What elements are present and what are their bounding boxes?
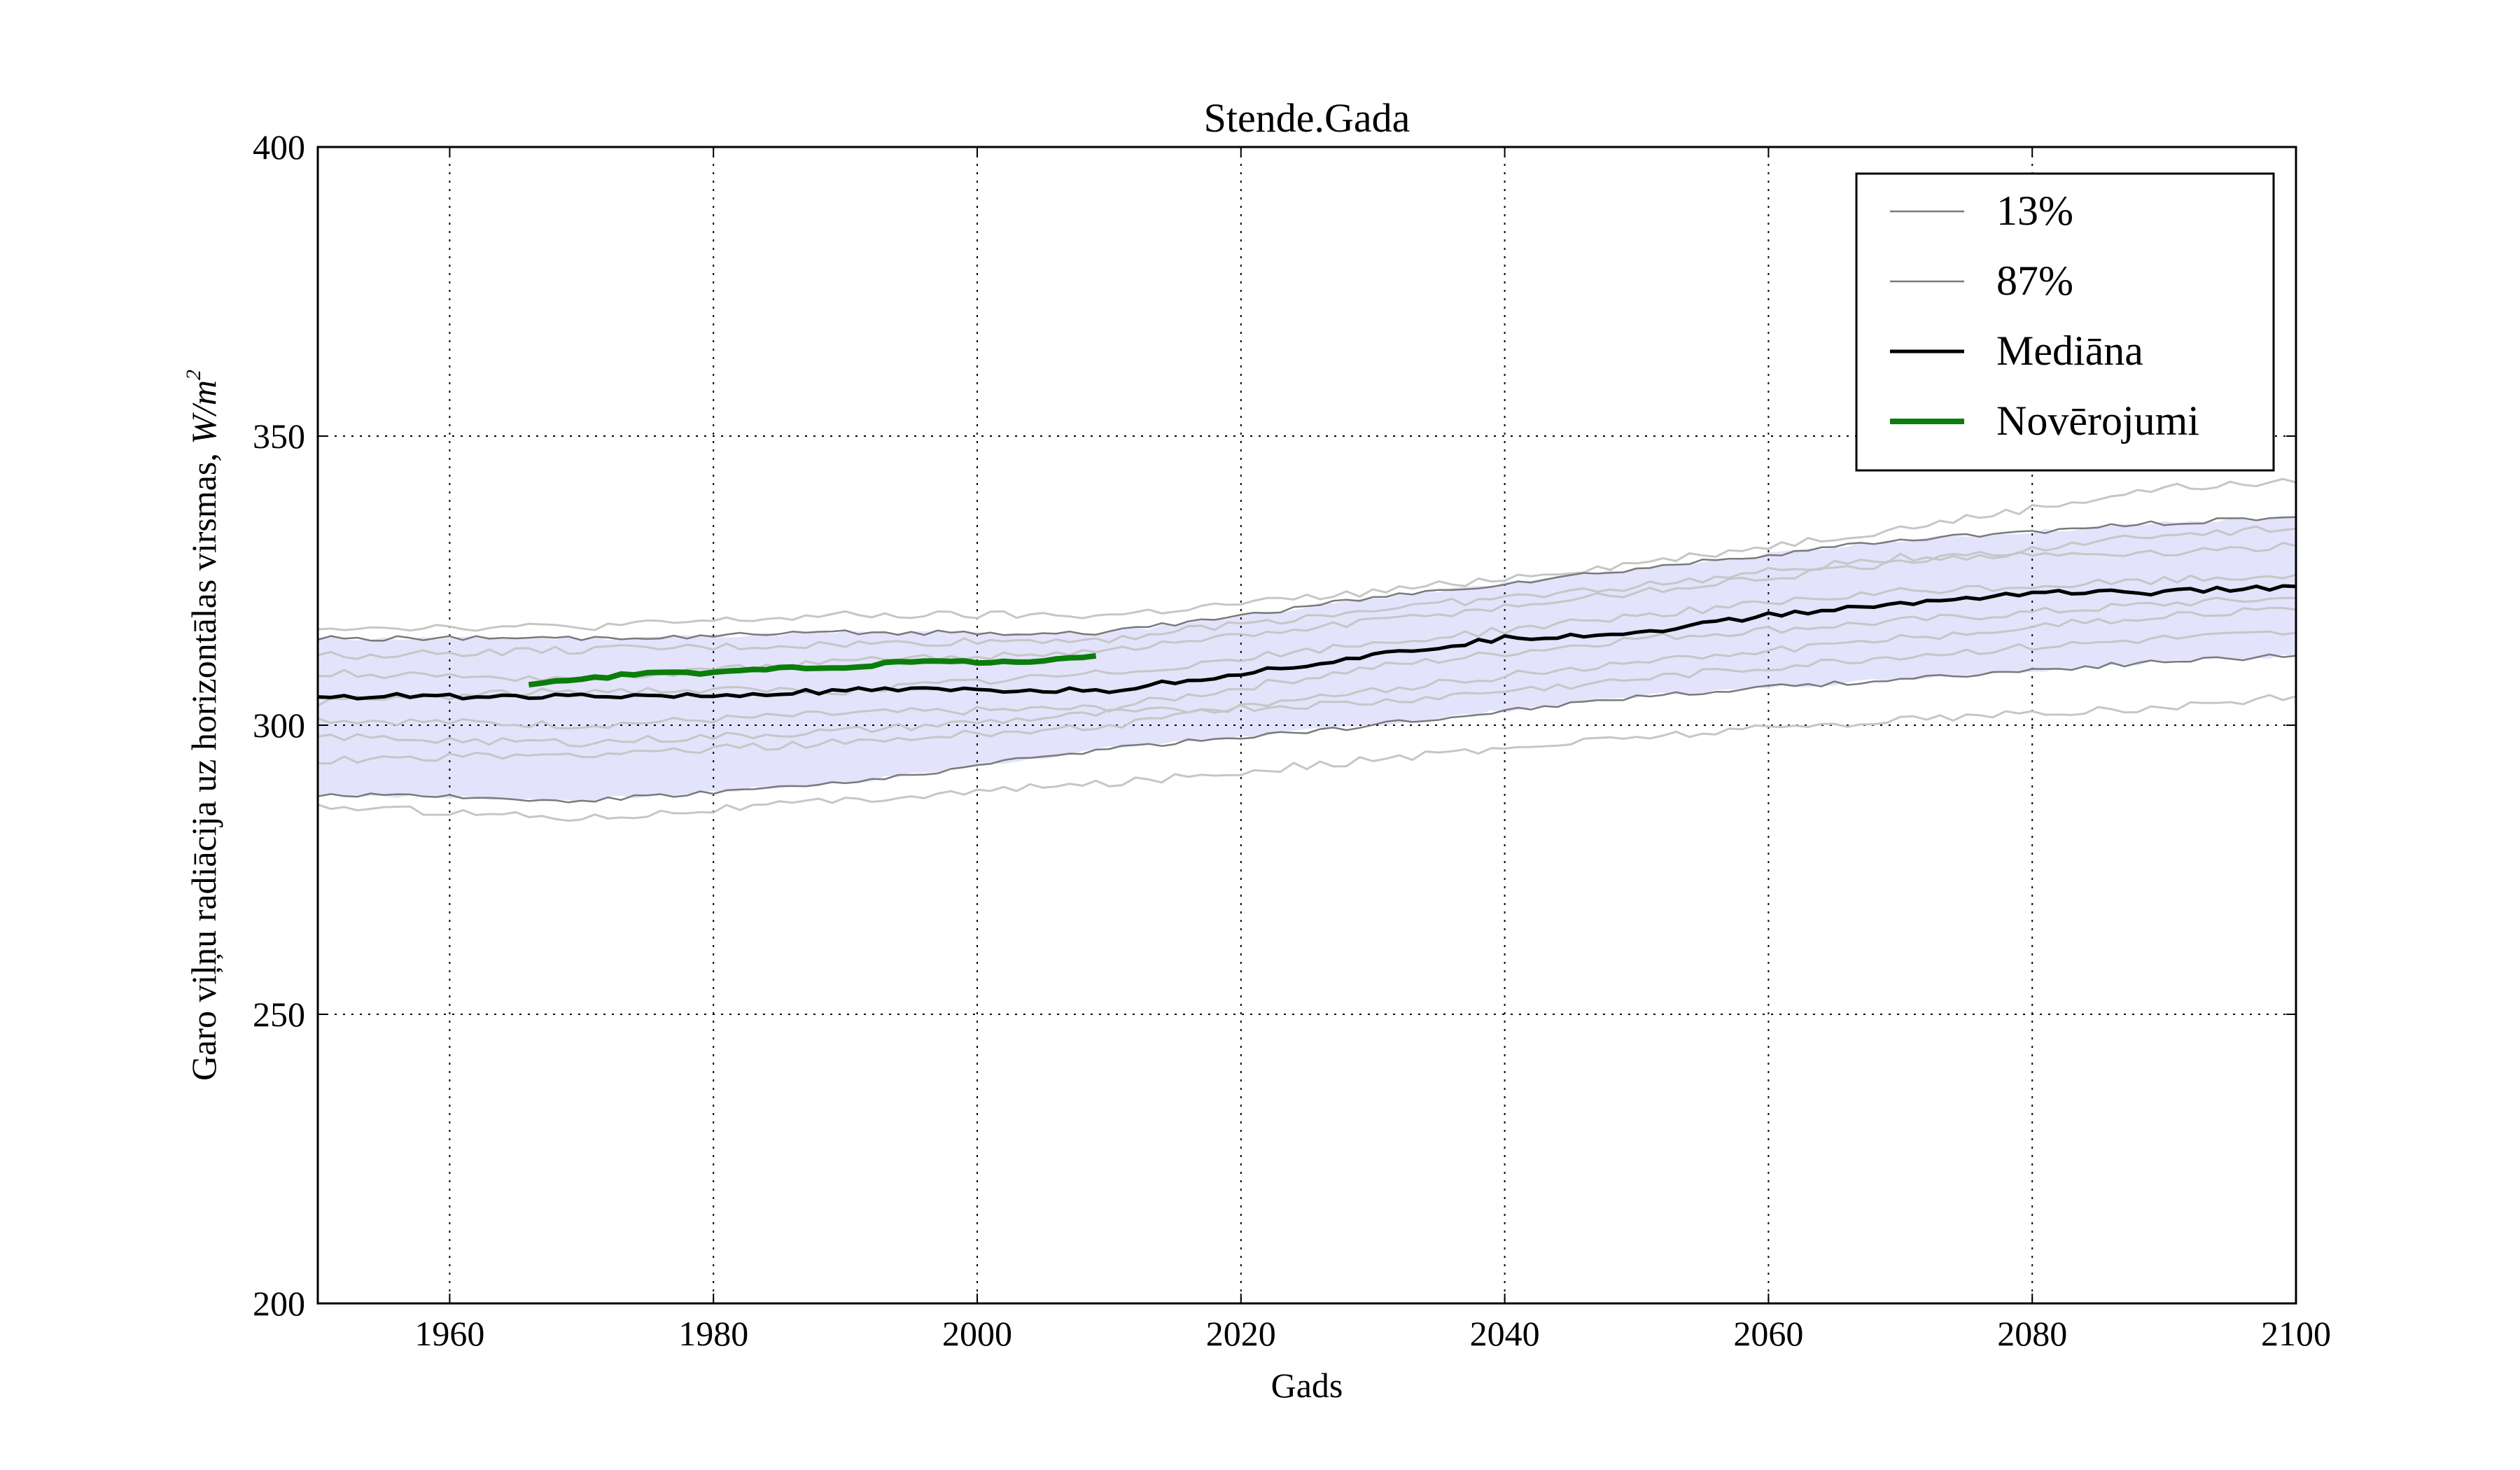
- x-tick-label: 2100: [2261, 1314, 2331, 1353]
- y-axis-label-text: Garo viļņu radiācija uz horizontālas vir…: [184, 444, 223, 1081]
- ensemble-line: [318, 630, 2296, 748]
- legend: 13% 87% Mediāna Novērojumi: [1855, 172, 2275, 472]
- ensemble-line: [318, 606, 2296, 765]
- y-tick-label: 350: [253, 416, 305, 456]
- x-tick-label: 1980: [678, 1314, 748, 1353]
- legend-label-2: 87%: [1996, 258, 2073, 304]
- ensemble-line: [318, 573, 2296, 707]
- y-axis-label-exponent: 2: [182, 370, 205, 380]
- x-tick-label: 1960: [414, 1314, 484, 1353]
- x-tick-label: 2040: [1470, 1314, 1540, 1353]
- y-tick-label: 200: [253, 1284, 305, 1323]
- ensemble-line: [318, 596, 2296, 730]
- y-tick-label: 300: [253, 706, 305, 745]
- y-axis-label-unit: W/m: [184, 380, 223, 444]
- legend-label-1: 13%: [1996, 188, 2073, 234]
- y-tick-label: 250: [253, 995, 305, 1034]
- series-line-2: [318, 516, 2296, 642]
- legend-label-4: Novērojumi: [1996, 398, 2199, 444]
- uncertainty-band: [318, 516, 2296, 802]
- chart-title: Stende.Gada: [1204, 95, 1410, 141]
- x-tick-label: 2020: [1206, 1314, 1276, 1353]
- series-line-1: [318, 653, 2296, 804]
- series-line-3: [318, 584, 2296, 701]
- series-line-4: [528, 652, 1097, 688]
- x-axis-label: Gads: [1271, 1366, 1343, 1405]
- ensemble-line: [318, 477, 2296, 632]
- x-tick-label: 2080: [1997, 1314, 2067, 1353]
- y-tick-label: 400: [253, 127, 305, 167]
- ensemble-line: [318, 694, 2296, 822]
- x-tick-label: 2000: [942, 1314, 1012, 1353]
- legend-label-3: Mediāna: [1996, 328, 2143, 374]
- ensemble-line: [318, 525, 2296, 682]
- y-axis-label: Garo viļņu radiācija uz horizontālas vir…: [182, 370, 223, 1081]
- ensemble-line: [318, 541, 2296, 660]
- x-tick-label: 2060: [1733, 1314, 1803, 1353]
